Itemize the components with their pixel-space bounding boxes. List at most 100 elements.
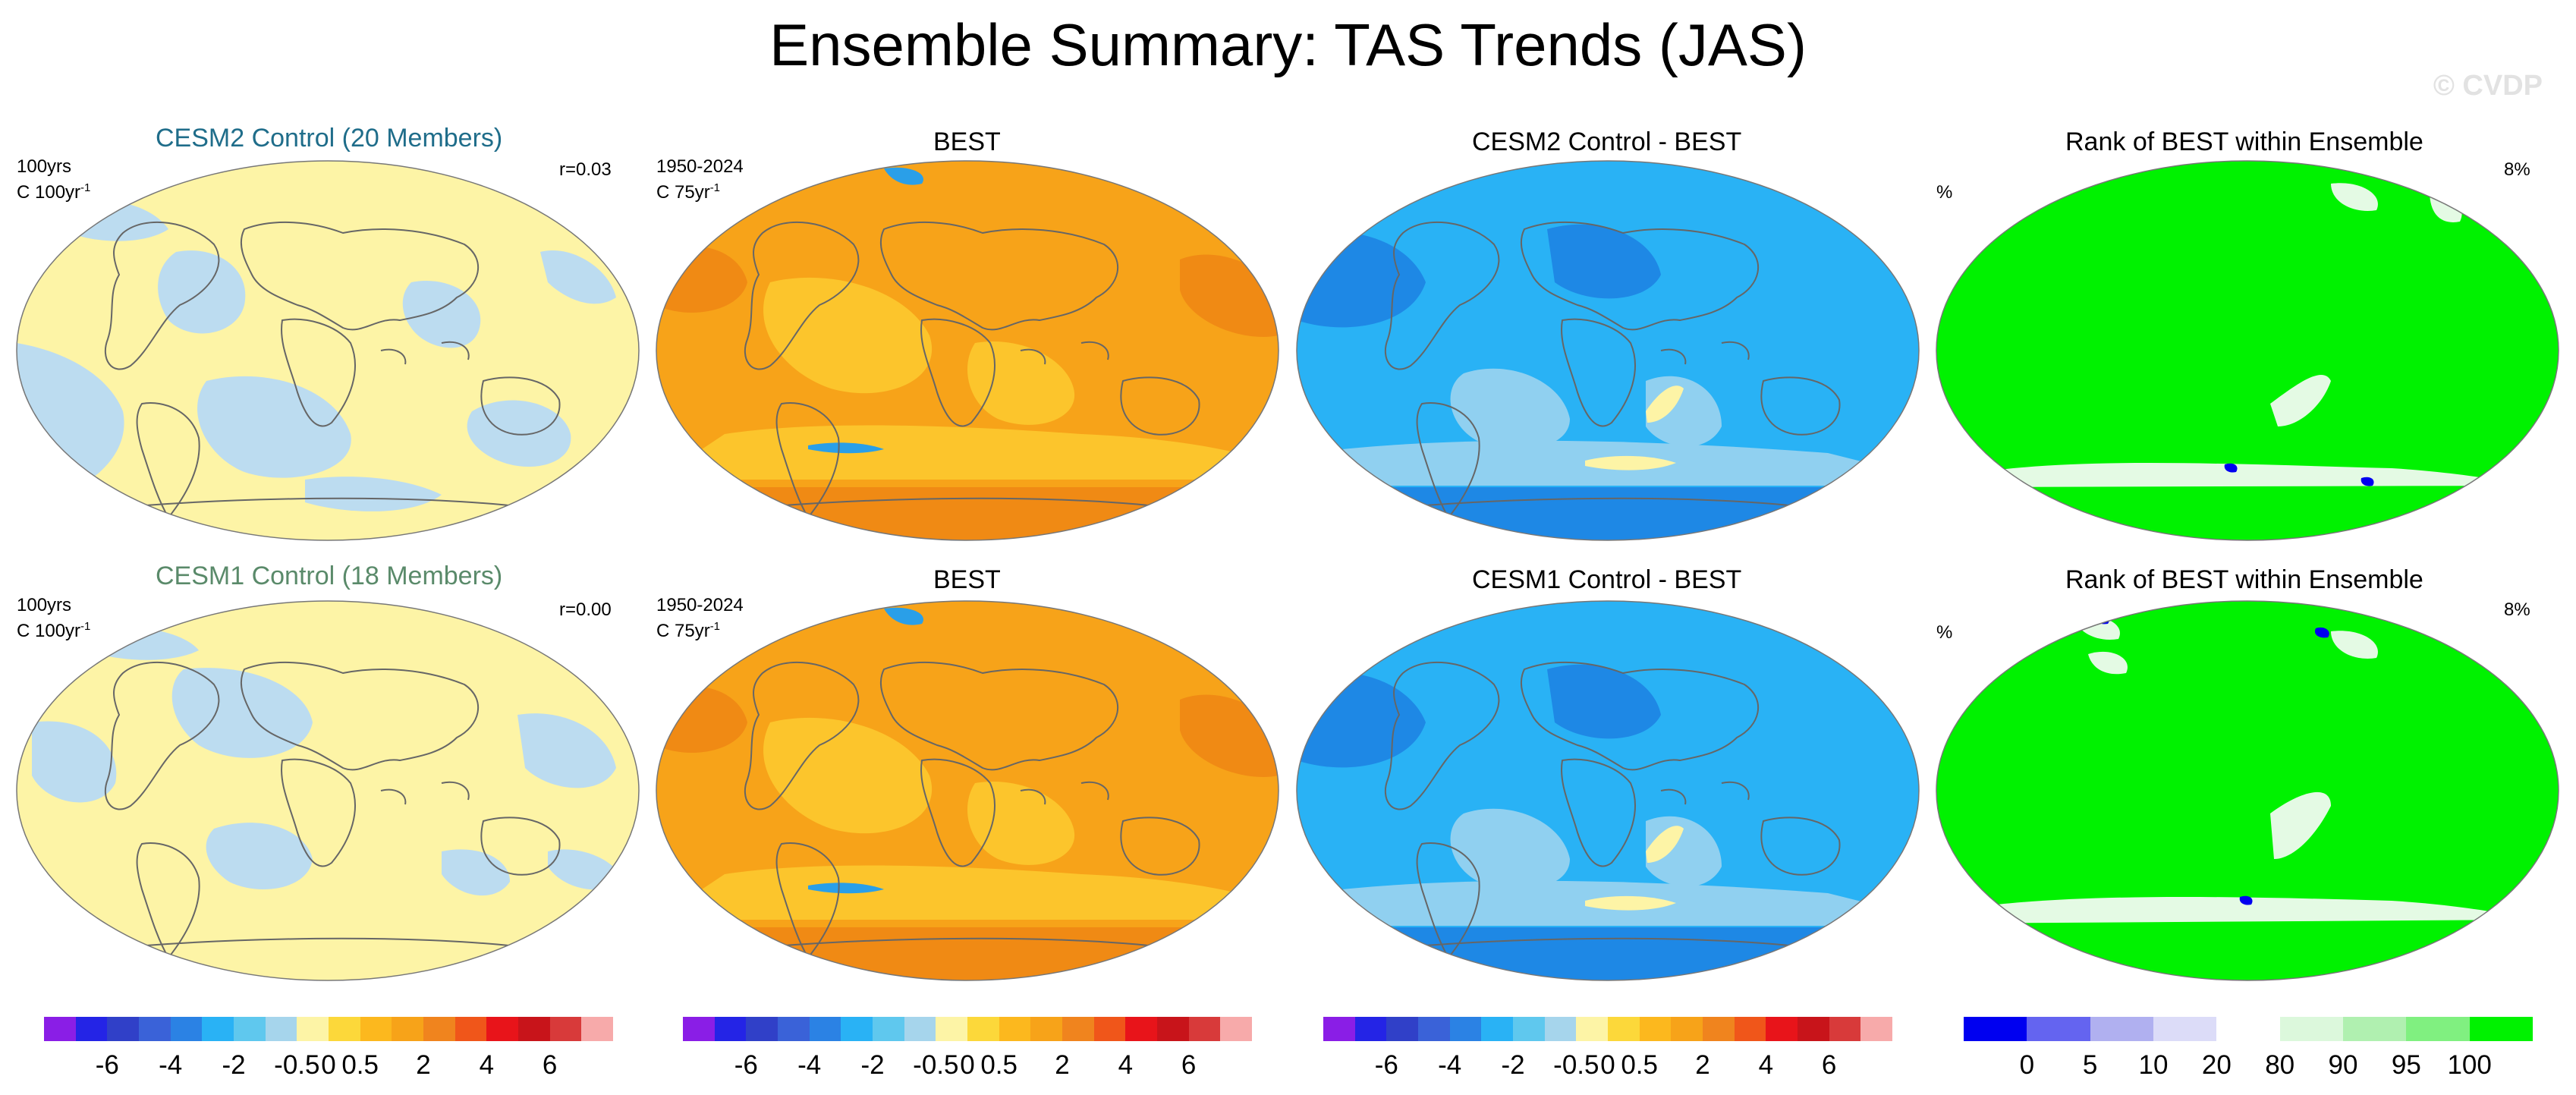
- colorbar-box: [746, 1017, 778, 1041]
- colorbar-tick-label: -0.5: [1553, 1050, 1599, 1080]
- map-difference-1: [1296, 160, 1920, 541]
- colorbar-tick-label: -6: [734, 1050, 758, 1080]
- colorbar-box: [2343, 1017, 2407, 1041]
- rank-percent-label-1: 8%: [2504, 159, 2530, 180]
- model-correlation-label-2: r=0.00: [559, 599, 612, 620]
- colorbar-tick-label: 95: [2391, 1050, 2421, 1080]
- map-observed-trend-1: [656, 160, 1279, 541]
- colorbar-box: [809, 1017, 841, 1041]
- rank-unit-label-1: %: [1936, 182, 1953, 203]
- map-rank-1: [1936, 160, 2559, 541]
- colorbar-trend-model: [44, 1017, 614, 1041]
- colorbar-rank: [1964, 1017, 2534, 1041]
- colorbar-box: [2090, 1017, 2154, 1041]
- model-panel-title-1: CESM2 Control (20 Members): [156, 124, 503, 153]
- colorbar-tick-label: 6: [1821, 1050, 1837, 1080]
- colorbar-tick-label: 10: [2138, 1050, 2169, 1080]
- colorbar-tick-label: 100: [2447, 1050, 2492, 1080]
- obs-units-label-1: C 75yr-1: [656, 181, 721, 203]
- obs-panel-title-2: BEST: [933, 565, 1001, 594]
- colorbar-box: [581, 1017, 614, 1041]
- colorbar-box: [2216, 1017, 2281, 1041]
- colorbar-box: [714, 1017, 747, 1041]
- colorbar-box: [1386, 1017, 1419, 1041]
- colorbar-box: [1544, 1017, 1577, 1041]
- colorbar-tick-label: 90: [2328, 1050, 2358, 1080]
- colorbar-box: [2027, 1017, 2091, 1041]
- model-panel-title-2: CESM1 Control (18 Members): [156, 562, 503, 590]
- colorbar-tick-label: -6: [1374, 1050, 1398, 1080]
- obs-period-label-2: 1950-2024: [656, 595, 744, 615]
- map-rank-2: [1936, 600, 2559, 981]
- colorbar-tick-label: 4: [1758, 1050, 1774, 1080]
- colorbar-tick-label: 0.5: [980, 1050, 1018, 1080]
- colorbar-tick-label: 6: [1181, 1050, 1197, 1080]
- colorbar-tick-label: 80: [2265, 1050, 2295, 1080]
- colorbar-tick-label: 0: [2019, 1050, 2035, 1080]
- colorbar-tick-label: 2: [1695, 1050, 1710, 1080]
- colorbar-box: [360, 1017, 392, 1041]
- colorbar-box: [1030, 1017, 1063, 1041]
- colorbar-box: [1964, 1017, 2027, 1041]
- colorbar-tick-label: 5: [2082, 1050, 2098, 1080]
- colorbar-box: [1734, 1017, 1766, 1041]
- model-years-label-2: 100yrs: [17, 595, 72, 615]
- colorbar-box: [1513, 1017, 1546, 1041]
- map-model-mean-2: [16, 600, 640, 981]
- colorbar-box: [1157, 1017, 1190, 1041]
- colorbar-box: [1481, 1017, 1514, 1041]
- obs-panel-title-1: BEST: [933, 127, 1001, 156]
- colorbar-box: [2153, 1017, 2217, 1041]
- colorbar-tick-label: -2: [222, 1050, 246, 1080]
- colorbar-tick-label: -2: [1501, 1050, 1525, 1080]
- colorbar-box: [1323, 1017, 1356, 1041]
- colorbar-box: [873, 1017, 905, 1041]
- colorbar-box: [1829, 1017, 1861, 1041]
- colorbar-tick-label: -0.5: [274, 1050, 320, 1080]
- watermark: © CVDP: [2433, 70, 2543, 102]
- colorbar-tick-label: 20: [2201, 1050, 2232, 1080]
- obs-units-label-2: C 75yr-1: [656, 620, 721, 641]
- colorbar-box: [936, 1017, 968, 1041]
- colorbar-tick-label: 0: [321, 1050, 336, 1080]
- colorbar-tick-label: 0.5: [341, 1050, 379, 1080]
- colorbar-box: [1576, 1017, 1609, 1041]
- colorbar-box: [1766, 1017, 1798, 1041]
- colorbar-box: [999, 1017, 1031, 1041]
- colorbar-box: [454, 1017, 487, 1041]
- map-observed-trend-2: [656, 600, 1279, 981]
- colorbar-box: [423, 1017, 456, 1041]
- map-model-mean-1: [16, 160, 640, 541]
- colorbar-box: [44, 1017, 77, 1041]
- colorbar-tick-label: 4: [479, 1050, 495, 1080]
- colorbar-tick-label: 4: [1118, 1050, 1134, 1080]
- colorbar-box: [170, 1017, 203, 1041]
- colorbar-box: [1220, 1017, 1253, 1041]
- colorbar-tick-label: -2: [860, 1050, 885, 1080]
- colorbar-box: [1093, 1017, 1126, 1041]
- rank-panel-title-1: Rank of BEST within Ensemble: [2065, 127, 2423, 156]
- colorbar-box: [1671, 1017, 1703, 1041]
- colorbar-box: [297, 1017, 329, 1041]
- colorbar-trend-obs: [683, 1017, 1253, 1041]
- rank-percent-label-2: 8%: [2504, 599, 2530, 620]
- rank-panel-title-2: Rank of BEST within Ensemble: [2065, 565, 2423, 594]
- colorbar-tick-label: 2: [416, 1050, 431, 1080]
- colorbar-tick-label: 6: [542, 1050, 558, 1080]
- colorbar-box: [1188, 1017, 1221, 1041]
- colorbar-box: [202, 1017, 234, 1041]
- colorbar-box: [1125, 1017, 1158, 1041]
- diff-panel-title-1: CESM2 Control - BEST: [1472, 127, 1742, 156]
- colorbar-tick-label: -4: [1438, 1050, 1462, 1080]
- colorbar-box: [1418, 1017, 1451, 1041]
- colorbar-box: [904, 1017, 936, 1041]
- colorbar-box: [486, 1017, 519, 1041]
- model-correlation-label-1: r=0.03: [559, 159, 612, 180]
- colorbar-box: [75, 1017, 108, 1041]
- colorbar-tick-label: 2: [1055, 1050, 1070, 1080]
- colorbar-box: [139, 1017, 171, 1041]
- colorbar-tick-label: -4: [797, 1050, 822, 1080]
- map-difference-2: [1296, 600, 1920, 981]
- obs-period-label-1: 1950-2024: [656, 156, 744, 177]
- colorbar-box: [1860, 1017, 1893, 1041]
